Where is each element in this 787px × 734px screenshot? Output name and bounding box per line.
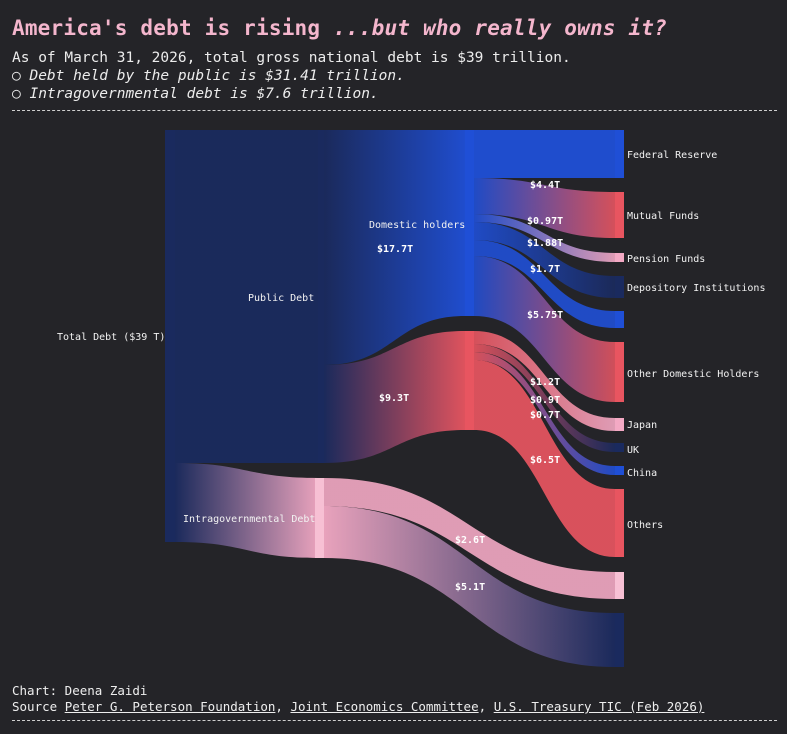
link-domestic-depository: [474, 222, 615, 298]
value-label-uk: $0.9T: [530, 395, 560, 406]
node-foreign-holders: [465, 331, 474, 430]
bullet-public-text: Debt held by the public is $31.41 trilli…: [29, 68, 405, 84]
node-total-debt: [165, 130, 175, 542]
divider-top: [12, 110, 777, 111]
value-label-intragov-a: $2.6T: [455, 535, 485, 546]
link-domestic-otherdom-b: [474, 256, 615, 402]
bullet-circle-icon: ○: [12, 86, 21, 102]
link-domestic-mutual: [474, 178, 615, 238]
value-label-mutual-funds: $4.4T: [530, 180, 560, 191]
link-foreign-japan: [474, 331, 615, 431]
value-label-others: $6.5T: [530, 455, 560, 466]
bullet-public-debt: ○ Debt held by the public is $31.41 tril…: [12, 68, 405, 84]
link-domestic-otherdom-a: [474, 240, 615, 328]
value-label-japan: $1.2T: [530, 377, 560, 388]
chart-title: America's debt is rising ...but who real…: [12, 16, 667, 40]
title-italic: ...but who really owns it?: [333, 16, 667, 40]
link-intragov-b: [324, 506, 615, 667]
node-other-domestic-a: [615, 311, 624, 328]
node-domestic-holders: [465, 130, 474, 316]
node-china: [615, 466, 624, 475]
title-main: America's debt is rising: [12, 16, 334, 40]
node-label-total-debt: Total Debt ($39 T): [57, 332, 165, 343]
bullet-intragov-debt: ○ Intragovernmental debt is $7.6 trillio…: [12, 86, 379, 102]
node-label-depository-institutions: Depository Institutions: [627, 283, 765, 294]
value-label-other-domestic-a: $1.7T: [530, 264, 560, 275]
divider-bottom: [12, 720, 777, 721]
link-domestic-pension: [474, 214, 615, 262]
node-federal-reserve: [615, 130, 624, 178]
node-pension-funds: [615, 253, 624, 262]
link-domestic-fed: [474, 130, 615, 178]
node-intragovernmental-debt: [315, 478, 324, 558]
node-label-federal-reserve: Federal Reserve: [627, 150, 717, 161]
bullet-intragov-text: Intragovernmental debt is $7.6 trillion.: [29, 86, 379, 102]
node-intragov-dest-b: [615, 613, 624, 667]
value-label-pension-funds: $0.97T: [527, 216, 563, 227]
source-link-treasury[interactable]: U.S. Treasury TIC (Feb 2026): [493, 699, 705, 714]
link-total-public: [175, 130, 318, 463]
node-label-public-debt: Public Debt: [248, 293, 314, 304]
node-label-mutual-funds: Mutual Funds: [627, 211, 699, 222]
value-label-domestic: $17.7T: [377, 244, 413, 255]
node-label-japan: Japan: [627, 420, 657, 431]
link-intragov-a: [324, 478, 615, 599]
bullet-circle-icon: ○: [12, 68, 21, 84]
node-mutual-funds: [615, 192, 624, 238]
node-intragov-dest-a: [615, 572, 624, 599]
node-depository-institutions: [615, 276, 624, 298]
node-label-uk: UK: [627, 445, 639, 456]
value-label-china: $0.7T: [530, 410, 560, 421]
subtitle: As of March 31, 2026, total gross nation…: [12, 50, 571, 66]
sankey-links: [175, 130, 615, 667]
link-public-foreign: [324, 331, 465, 463]
value-label-depository: $1.88T: [527, 238, 563, 249]
node-public-debt: [318, 130, 324, 463]
link-public-domestic: [324, 130, 465, 365]
link-foreign-uk: [474, 344, 615, 452]
source-separator: ,: [275, 699, 291, 714]
node-other-domestic-holders: [615, 342, 624, 402]
link-total-intragov: [175, 463, 318, 558]
source-label: Source: [12, 699, 65, 714]
value-label-foreign: $9.3T: [379, 393, 409, 404]
value-label-intragov-b: $5.1T: [455, 582, 485, 593]
node-label-intragovernmental-debt: Intragovernmental Debt: [183, 514, 315, 525]
link-foreign-others: [474, 360, 615, 557]
node-uk: [615, 443, 624, 452]
source-link-jec[interactable]: Joint Economics Committee: [290, 699, 479, 714]
node-japan: [615, 418, 624, 431]
source-separator: ,: [478, 699, 494, 714]
node-label-pension-funds: Pension Funds: [627, 254, 705, 265]
chart-credit: Chart: Deena Zaidi: [12, 683, 148, 698]
node-label-china: China: [627, 468, 657, 479]
node-others: [615, 489, 624, 557]
value-label-other-domestic-b: $5.75T: [527, 310, 563, 321]
node-label-other-domestic-holders: Other Domestic Holders: [627, 369, 759, 380]
source-line: Source Peter G. Peterson Foundation, Joi…: [12, 699, 704, 714]
source-link-peterson[interactable]: Peter G. Peterson Foundation: [64, 699, 276, 714]
node-label-domestic-holders: Domestic holders: [369, 220, 465, 231]
link-foreign-china: [474, 352, 615, 475]
sankey-nodes: [165, 130, 624, 667]
node-label-others: Others: [627, 520, 663, 531]
